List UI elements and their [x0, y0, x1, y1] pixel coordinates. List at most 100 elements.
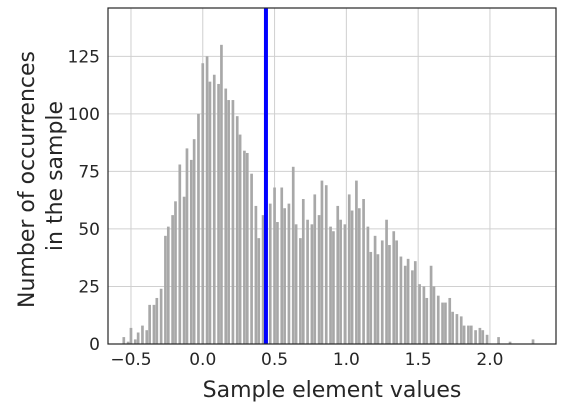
histogram-bar — [287, 203, 291, 344]
histogram-bar — [301, 199, 305, 344]
histogram-bar — [310, 224, 314, 344]
histogram-bar — [220, 44, 223, 344]
histogram-bar — [313, 194, 317, 344]
histogram-bar — [197, 113, 200, 345]
histogram-bar — [474, 330, 477, 344]
histogram-bar — [403, 265, 407, 344]
histogram-bar — [250, 173, 253, 344]
histogram-bar — [497, 337, 500, 344]
histogram-bar — [469, 325, 473, 344]
histogram-bar — [283, 208, 286, 344]
histogram-bar — [485, 334, 489, 344]
histogram-bar — [245, 152, 249, 344]
histogram-bar — [531, 339, 535, 344]
histogram-bar — [189, 159, 193, 344]
x-tick-label: −0.5 — [110, 350, 151, 370]
histogram-bar — [343, 224, 347, 344]
histogram-bar — [478, 327, 482, 344]
histogram-bar — [261, 215, 265, 344]
y-tick-labels: 0 25 50 75 100 125 — [68, 47, 100, 355]
histogram-bar — [254, 205, 258, 344]
histogram-bar — [171, 215, 174, 344]
histogram-bar — [444, 302, 447, 344]
histogram-bar — [429, 265, 433, 344]
y-tick-label: 100 — [68, 105, 100, 125]
histogram-bar — [155, 297, 159, 344]
y-axis-label: Number of occurrences in the sample — [15, 44, 68, 308]
histogram-bar — [136, 332, 140, 344]
histogram-bar — [406, 258, 410, 344]
histogram-bar — [336, 205, 340, 344]
histogram-bar — [126, 341, 130, 344]
y-tick-label: 0 — [89, 335, 100, 355]
histogram-bar — [376, 254, 380, 344]
histogram-bar — [159, 288, 163, 344]
histogram-bar — [291, 166, 295, 344]
histogram-bar — [481, 330, 485, 344]
histogram-bar — [355, 180, 358, 344]
histogram-bar — [294, 224, 298, 344]
histogram-bar — [243, 150, 246, 344]
y-tick-label: 50 — [78, 220, 100, 240]
histogram-bar — [268, 203, 272, 344]
histogram-bar — [141, 325, 144, 344]
histogram-bar — [459, 316, 463, 344]
histogram-bar — [357, 208, 361, 344]
histogram-bar — [467, 325, 470, 344]
histogram-bar — [133, 339, 137, 344]
histogram-bar — [385, 219, 388, 344]
histogram-bar — [436, 295, 440, 344]
histogram-bar — [227, 100, 230, 344]
histogram-bar — [145, 330, 149, 344]
histogram-bar — [373, 235, 377, 344]
histogram-bar — [280, 187, 284, 344]
histogram-bar — [380, 240, 384, 344]
histogram-bar — [432, 286, 436, 344]
x-tick-label: 2.0 — [476, 350, 503, 370]
histogram-bar — [185, 148, 189, 344]
histogram-bar — [299, 238, 302, 344]
y-tick-label: 25 — [78, 277, 100, 297]
histogram-bar — [418, 284, 421, 344]
histogram-bar — [324, 185, 328, 344]
x-tick-label: 0.0 — [189, 350, 216, 370]
histogram-bar — [399, 256, 403, 344]
histogram-bar — [235, 116, 239, 344]
histogram-bar — [329, 226, 332, 344]
plot-frame — [107, 7, 557, 345]
histogram-bar — [441, 302, 444, 344]
histogram-bar — [317, 215, 321, 344]
histogram-bar — [320, 180, 324, 344]
histogram-bar — [129, 327, 133, 344]
histogram-bar — [122, 337, 126, 344]
histogram-bar — [392, 231, 396, 344]
histogram-bar — [508, 341, 512, 344]
histogram-bar — [451, 311, 454, 344]
y-tick-label: 75 — [78, 162, 100, 182]
histogram-bar — [224, 88, 228, 344]
histogram-bar — [455, 314, 459, 344]
bar-series — [122, 44, 535, 345]
histogram-bar — [257, 238, 261, 344]
histogram-bar — [362, 199, 365, 344]
y-tick-label: 125 — [68, 47, 100, 67]
x-tick-label: 1.0 — [333, 350, 360, 370]
histogram-bar — [448, 297, 452, 344]
histogram-bar — [369, 251, 373, 344]
histogram-bar — [178, 164, 182, 344]
histogram-bar — [339, 219, 342, 344]
y-axis-label-line-2: in the sample — [43, 101, 68, 251]
histogram-bar — [212, 74, 216, 345]
histogram-bar — [347, 194, 351, 344]
histogram-bar — [238, 134, 242, 344]
histogram-bar — [231, 100, 235, 344]
histogram-bar — [350, 210, 354, 344]
histogram-bar — [152, 304, 156, 344]
x-tick-labels: −0.5 0.0 0.5 1.0 1.5 2.0 — [110, 350, 503, 370]
histogram-bar — [425, 297, 429, 344]
histogram-bar — [422, 286, 426, 344]
y-axis-label-line-1: Number of occurrences — [15, 51, 40, 308]
histogram-bar — [148, 304, 151, 344]
histogram-bar — [166, 226, 170, 344]
